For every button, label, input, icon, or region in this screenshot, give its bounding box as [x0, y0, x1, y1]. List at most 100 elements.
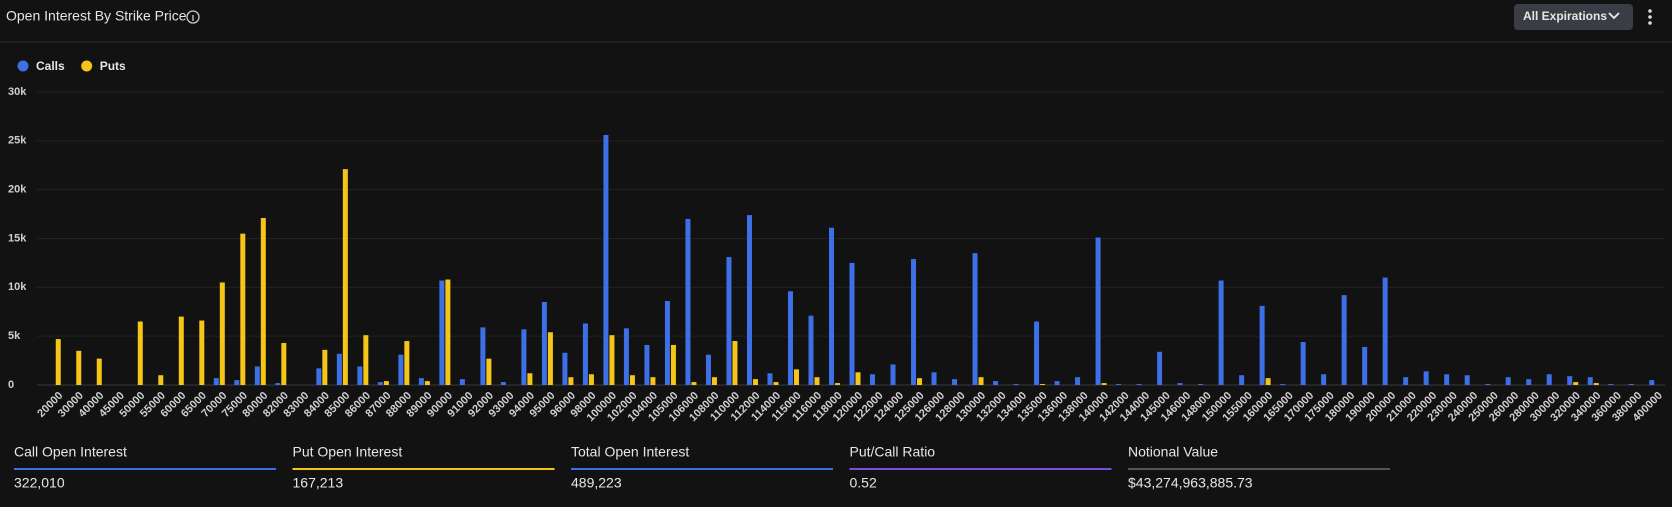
bar [588, 374, 594, 385]
bar [978, 377, 984, 385]
bar [1280, 384, 1286, 385]
bar [562, 352, 568, 385]
legend-marker[interactable] [17, 60, 29, 72]
bar [1403, 377, 1409, 385]
bar [685, 218, 691, 385]
bar [1649, 380, 1655, 385]
y-tick-label: 30k [8, 86, 27, 98]
bar [1546, 374, 1552, 385]
stat-label: Put Open Interest [293, 444, 403, 460]
bar [849, 262, 855, 385]
bar [1265, 378, 1271, 385]
bar [240, 233, 246, 385]
bar [1362, 346, 1368, 385]
legend-label[interactable]: Puts [100, 59, 126, 73]
stat-label: Total Open Interest [571, 444, 689, 460]
bar [158, 375, 164, 385]
stat-value: 489,223 [571, 475, 622, 491]
bar [199, 320, 205, 385]
bar [670, 344, 676, 385]
menu-dot[interactable] [1648, 9, 1652, 13]
chevron [1608, 12, 1620, 20]
bar [972, 253, 978, 385]
menu-dot[interactable] [1648, 21, 1652, 25]
bar [1341, 295, 1347, 385]
bar [1040, 384, 1046, 385]
info-icon[interactable] [186, 10, 200, 24]
bar [1587, 377, 1593, 385]
bar [1593, 383, 1599, 385]
bar [746, 215, 752, 385]
stat-value: 322,010 [14, 475, 65, 491]
bar [363, 335, 369, 385]
filter-label[interactable]: All Expirations [1523, 9, 1607, 23]
legend-label[interactable]: Calls [36, 59, 65, 73]
bar [439, 280, 445, 385]
bar [1239, 375, 1245, 385]
bar [1157, 351, 1163, 385]
bar [96, 358, 102, 385]
bar [650, 377, 656, 385]
bar [1218, 280, 1224, 385]
bar [1464, 375, 1470, 385]
stat-value: 0.52 [850, 475, 877, 491]
bar [711, 377, 717, 385]
bar [629, 375, 635, 385]
bar [752, 379, 758, 385]
menu-dot[interactable] [1648, 15, 1652, 19]
legend-marker[interactable] [81, 60, 93, 72]
y-tick-label: 25k [8, 135, 27, 147]
bar [568, 377, 574, 385]
bar [1608, 384, 1614, 385]
bar [732, 341, 738, 385]
bar [424, 381, 430, 385]
bar [1101, 383, 1107, 385]
bar [773, 382, 779, 385]
bar [316, 368, 322, 385]
bar [1075, 377, 1081, 385]
bar [623, 328, 629, 385]
bar [383, 381, 389, 385]
bar [664, 301, 670, 385]
bar [787, 291, 793, 385]
bar [793, 369, 799, 385]
bar [828, 227, 834, 385]
y-tick-label: 5k [8, 330, 21, 342]
bar [911, 259, 917, 385]
bar [486, 358, 492, 385]
bar [644, 344, 650, 385]
y-tick-label: 10k [8, 281, 27, 293]
bar [834, 383, 840, 385]
bar [55, 339, 61, 385]
bar [814, 377, 820, 385]
bar [521, 329, 527, 385]
bar [691, 382, 697, 385]
chart-title: Open Interest By Strike Price [6, 8, 187, 24]
bar [1382, 277, 1388, 385]
bar [808, 315, 814, 385]
filter-button[interactable] [1514, 4, 1633, 30]
bar [1136, 384, 1142, 385]
bar [952, 379, 958, 385]
bar [480, 327, 486, 385]
bar [1013, 384, 1019, 385]
bar [1423, 371, 1429, 385]
bar [1198, 384, 1204, 385]
bar [260, 217, 266, 385]
bar [917, 378, 923, 385]
bar [527, 373, 533, 385]
bar [377, 382, 383, 385]
bar [1054, 381, 1060, 385]
bar [1116, 384, 1122, 385]
bar [342, 169, 348, 385]
bar [254, 366, 260, 385]
bar [137, 321, 143, 385]
bar [1259, 305, 1265, 385]
bar [705, 354, 711, 385]
bar [767, 373, 773, 385]
stat-value: 167,213 [293, 475, 344, 491]
bar [993, 381, 999, 385]
bar [931, 372, 937, 385]
